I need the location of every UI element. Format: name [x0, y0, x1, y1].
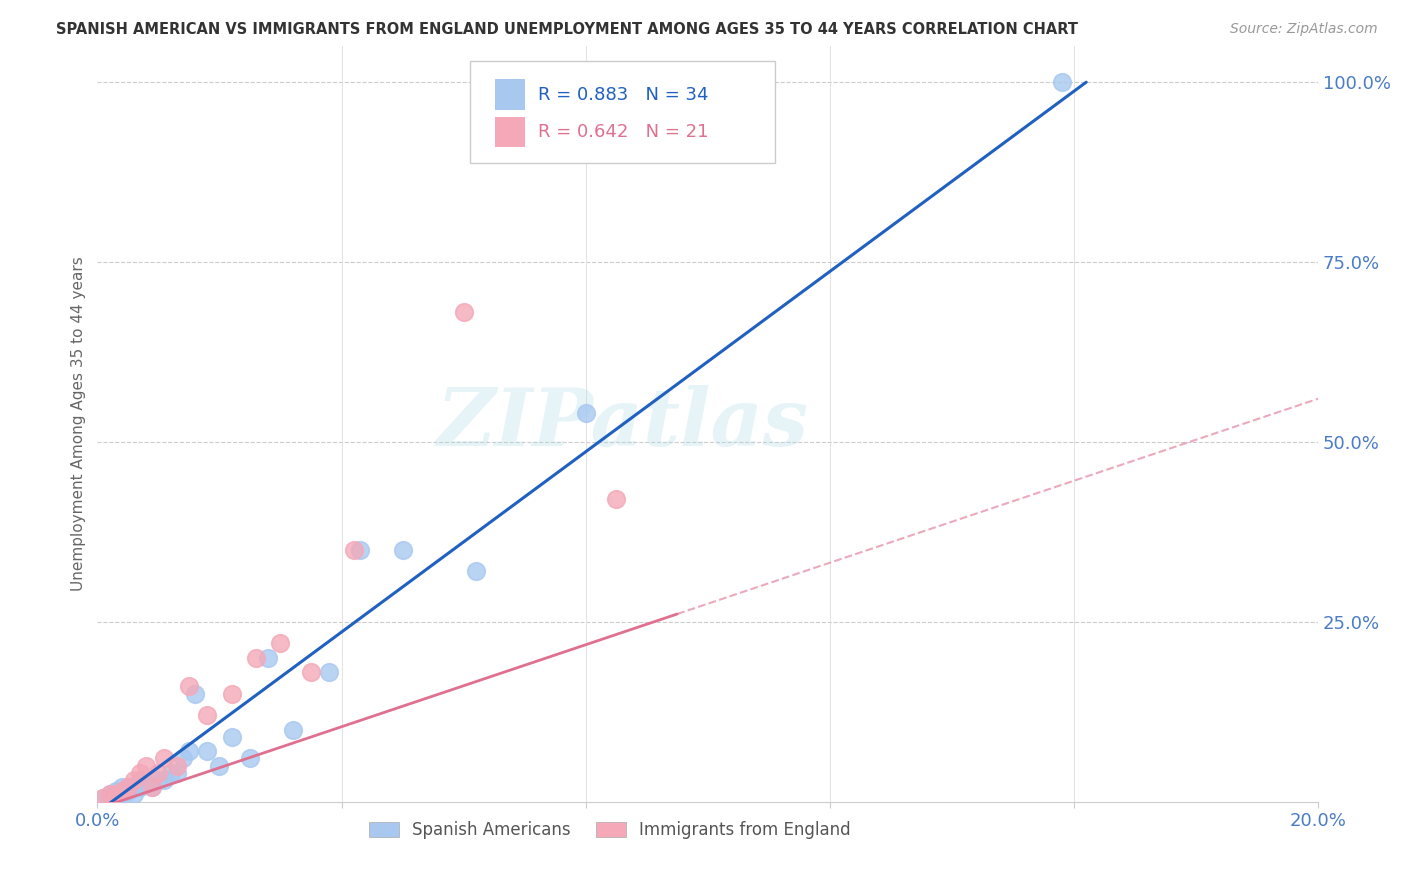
Point	[195, 708, 218, 723]
Point	[172, 751, 194, 765]
Point	[141, 780, 163, 794]
Point	[117, 780, 139, 794]
Point	[575, 406, 598, 420]
Point	[1050, 75, 1073, 89]
Point	[184, 687, 207, 701]
Point	[129, 765, 152, 780]
Point	[98, 788, 121, 802]
Point	[177, 680, 200, 694]
Text: R = 0.883   N = 34: R = 0.883 N = 34	[538, 86, 709, 103]
Point	[239, 751, 262, 765]
Point	[122, 772, 145, 787]
Text: Source: ZipAtlas.com: Source: ZipAtlas.com	[1230, 22, 1378, 37]
Point	[281, 723, 304, 737]
Point	[221, 687, 243, 701]
Point	[605, 492, 627, 507]
Point	[129, 772, 152, 787]
Point	[257, 650, 280, 665]
FancyBboxPatch shape	[495, 117, 524, 147]
Y-axis label: Unemployment Among Ages 35 to 44 years: Unemployment Among Ages 35 to 44 years	[72, 257, 86, 591]
Point	[104, 788, 127, 802]
Point	[299, 665, 322, 679]
Point	[135, 776, 157, 790]
Point	[453, 305, 475, 319]
Point	[208, 758, 231, 772]
Point	[166, 765, 188, 780]
Point	[464, 565, 486, 579]
Text: R = 0.642   N = 21: R = 0.642 N = 21	[538, 123, 709, 141]
Point	[269, 636, 291, 650]
Text: SPANISH AMERICAN VS IMMIGRANTS FROM ENGLAND UNEMPLOYMENT AMONG AGES 35 TO 44 YEA: SPANISH AMERICAN VS IMMIGRANTS FROM ENGL…	[56, 22, 1078, 37]
Point	[93, 791, 115, 805]
Legend: Spanish Americans, Immigrants from England: Spanish Americans, Immigrants from Engla…	[363, 814, 858, 847]
Point	[153, 751, 176, 765]
FancyBboxPatch shape	[470, 62, 775, 163]
Point	[153, 772, 176, 787]
Point	[343, 542, 366, 557]
Point	[245, 650, 267, 665]
Point	[221, 730, 243, 744]
Point	[141, 780, 163, 794]
Point	[318, 665, 340, 679]
Point	[195, 744, 218, 758]
Point	[117, 784, 139, 798]
Point	[349, 542, 371, 557]
Point	[122, 788, 145, 802]
Point	[98, 788, 121, 802]
Point	[104, 784, 127, 798]
Point	[391, 542, 413, 557]
Point	[111, 780, 134, 794]
Point	[117, 780, 139, 794]
Point	[129, 780, 152, 794]
Point	[166, 758, 188, 772]
Point	[111, 784, 134, 798]
Point	[159, 765, 181, 780]
Point	[135, 758, 157, 772]
Point	[148, 772, 170, 787]
Point	[93, 791, 115, 805]
Point	[98, 791, 121, 805]
Point	[111, 788, 134, 802]
Text: ZIPatlas: ZIPatlas	[436, 385, 808, 463]
Point	[177, 744, 200, 758]
Point	[148, 765, 170, 780]
Point	[104, 788, 127, 802]
Point	[122, 780, 145, 794]
FancyBboxPatch shape	[495, 79, 524, 110]
